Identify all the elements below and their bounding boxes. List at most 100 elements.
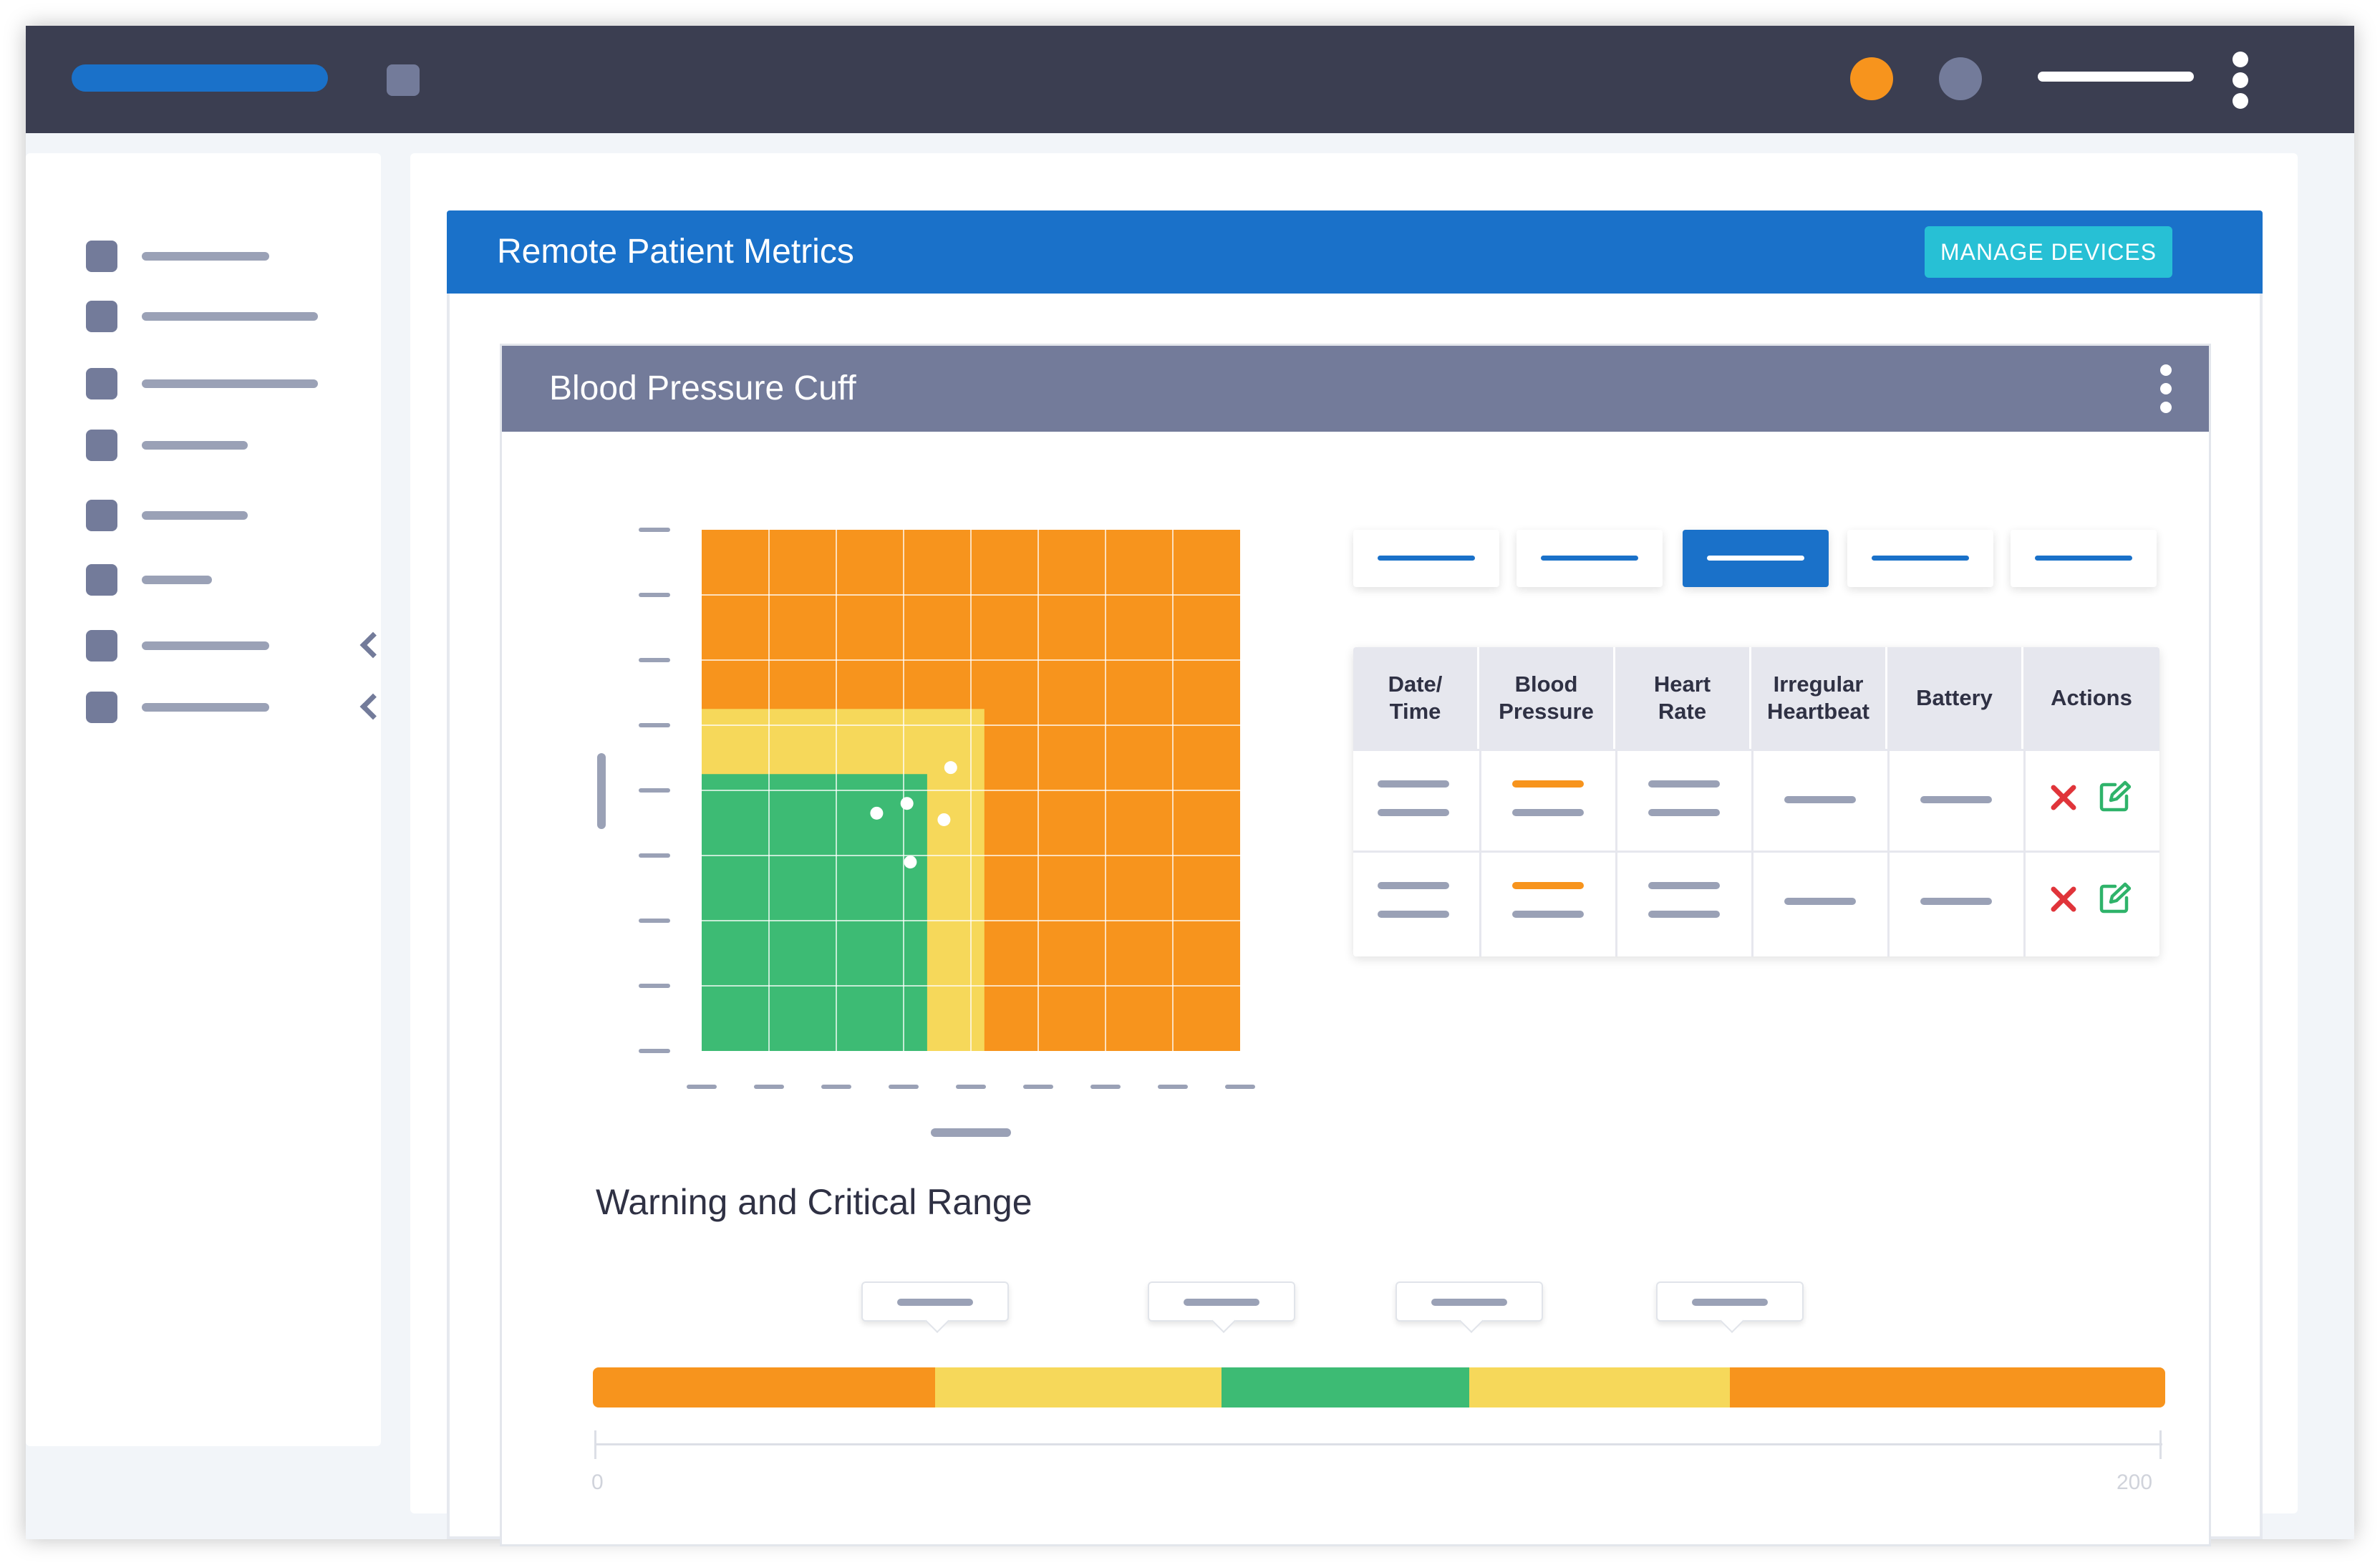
range-segment xyxy=(593,1367,935,1407)
sidebar-item-7[interactable] xyxy=(86,630,387,662)
notification-dot-orange[interactable] xyxy=(1850,57,1893,100)
date-placeholder xyxy=(1378,882,1449,889)
sidebar-item-icon xyxy=(86,301,117,332)
data-point xyxy=(900,797,914,810)
table-header-cell: Date/ Time xyxy=(1353,647,1479,749)
tab-label-placeholder xyxy=(1872,556,1969,561)
data-point xyxy=(937,813,951,826)
table-column-divider xyxy=(1479,749,1481,956)
tab-label-placeholder xyxy=(2035,556,2132,561)
table-row-divider xyxy=(1353,851,2159,853)
sidebar-item-8[interactable] xyxy=(86,692,387,723)
time-placeholder xyxy=(1378,809,1449,816)
sidebar-item-4[interactable] xyxy=(86,430,387,461)
range-segment xyxy=(1222,1367,1470,1407)
sidebar-item-icon xyxy=(86,430,117,461)
readings-table: Date/ Time Blood Pressure Heart Rate Irregu… xyxy=(1353,647,2159,956)
sidebar-item-icon xyxy=(86,241,117,272)
tab-5[interactable] xyxy=(2011,530,2157,587)
more-vertical-icon[interactable] xyxy=(2233,52,2248,109)
threshold-value-placeholder xyxy=(1184,1299,1260,1306)
sidebar-item-3[interactable] xyxy=(86,368,387,399)
tab-label-placeholder xyxy=(1541,556,1638,561)
sidebar-item-label-placeholder xyxy=(142,576,212,584)
heart-rate-value-placeholder xyxy=(1648,780,1720,788)
sidebar-item-label-placeholder xyxy=(142,312,318,321)
range-min-label: 0 xyxy=(591,1470,604,1494)
delete-icon[interactable] xyxy=(2049,783,2078,812)
manage-devices-button[interactable]: MANAGE DEVICES xyxy=(1925,226,2172,278)
range-axis-end-tick xyxy=(2159,1430,2162,1459)
threshold-tooltip[interactable] xyxy=(1148,1281,1296,1333)
irregular-heartbeat-placeholder xyxy=(1784,796,1856,803)
heart-rate-value-placeholder xyxy=(1648,882,1720,889)
sidebar-item-label-placeholder xyxy=(142,511,248,520)
user-avatar-dot[interactable] xyxy=(1939,57,1982,100)
tab-label-placeholder xyxy=(1378,556,1475,561)
threshold-value-placeholder xyxy=(1431,1299,1508,1306)
threshold-tooltip[interactable] xyxy=(861,1281,1009,1333)
edit-icon[interactable] xyxy=(2098,882,2132,915)
threshold-tooltip[interactable] xyxy=(1395,1281,1544,1333)
range-segment xyxy=(1729,1367,2165,1407)
sidebar-item-label-placeholder xyxy=(142,379,318,388)
blood-pressure-unit-placeholder xyxy=(1512,911,1584,918)
device-title: Blood Pressure Cuff xyxy=(549,369,856,407)
blood-pressure-unit-placeholder xyxy=(1512,809,1584,816)
blood-pressure-value-placeholder xyxy=(1512,780,1584,788)
table-header-cell: Battery xyxy=(1887,647,2023,749)
menu-square-icon[interactable] xyxy=(387,64,420,96)
table-column-divider xyxy=(1751,749,1753,956)
table-column-divider xyxy=(1615,749,1617,956)
time-placeholder xyxy=(1378,911,1449,918)
remote-metrics-header: Remote Patient Metrics MANAGE DEVICES xyxy=(447,210,2263,294)
top-bar xyxy=(26,26,2354,133)
tab-label-placeholder xyxy=(1707,556,1804,561)
table-row-divider xyxy=(1353,749,2159,751)
range-max-label: 200 xyxy=(2117,1470,2153,1494)
battery-placeholder xyxy=(1920,898,1992,905)
app-logo-placeholder[interactable] xyxy=(72,64,328,92)
table-column-divider xyxy=(1887,749,1890,956)
blood-pressure-chart xyxy=(597,528,1255,1137)
sidebar-item-label-placeholder xyxy=(142,641,269,650)
sidebar-item-5[interactable] xyxy=(86,500,387,531)
tab-2[interactable] xyxy=(1516,530,1663,587)
data-point xyxy=(870,806,884,820)
normal-zone xyxy=(702,774,927,1051)
sidebar-item-1[interactable] xyxy=(86,241,387,272)
user-name-placeholder[interactable] xyxy=(2038,72,2194,82)
threshold-tooltip[interactable] xyxy=(1655,1281,1804,1333)
remote-metrics-title: Remote Patient Metrics xyxy=(497,233,854,271)
sidebar-item-label-placeholder xyxy=(142,441,248,450)
table-header-cell: Blood Pressure xyxy=(1479,647,1615,749)
tab-4[interactable] xyxy=(1847,530,1993,587)
sidebar-item-icon xyxy=(86,692,117,723)
card-more-vertical-icon[interactable] xyxy=(2160,364,2172,413)
table-row[interactable] xyxy=(1353,851,2159,952)
heart-rate-unit-placeholder xyxy=(1648,911,1720,918)
range-axis-start-tick xyxy=(594,1430,596,1459)
sidebar xyxy=(26,153,381,1446)
device-card-header: Blood Pressure Cuff xyxy=(502,346,2209,432)
threshold-value-placeholder xyxy=(1691,1299,1768,1306)
chevron-left-icon[interactable] xyxy=(359,693,387,720)
chevron-left-icon[interactable] xyxy=(359,631,387,659)
blood-pressure-value-placeholder xyxy=(1512,882,1584,889)
range-title: Warning and Critical Range xyxy=(596,1182,1032,1222)
sidebar-item-2[interactable] xyxy=(86,301,387,332)
data-point xyxy=(904,856,917,869)
delete-icon[interactable] xyxy=(2049,885,2078,914)
tab-1[interactable] xyxy=(1353,530,1499,587)
range-bar xyxy=(593,1367,2165,1407)
range-segment xyxy=(934,1367,1222,1407)
edit-icon[interactable] xyxy=(2098,780,2132,813)
table-header-cell: Irregular Heartbeat xyxy=(1751,647,1887,749)
sidebar-item-6[interactable] xyxy=(86,564,387,596)
sidebar-item-label-placeholder xyxy=(142,703,269,712)
sidebar-item-icon xyxy=(86,630,117,662)
sidebar-item-icon xyxy=(86,368,117,399)
table-row[interactable] xyxy=(1353,749,2159,851)
range-segment xyxy=(1469,1367,1730,1407)
tab-3[interactable] xyxy=(1683,530,1829,587)
